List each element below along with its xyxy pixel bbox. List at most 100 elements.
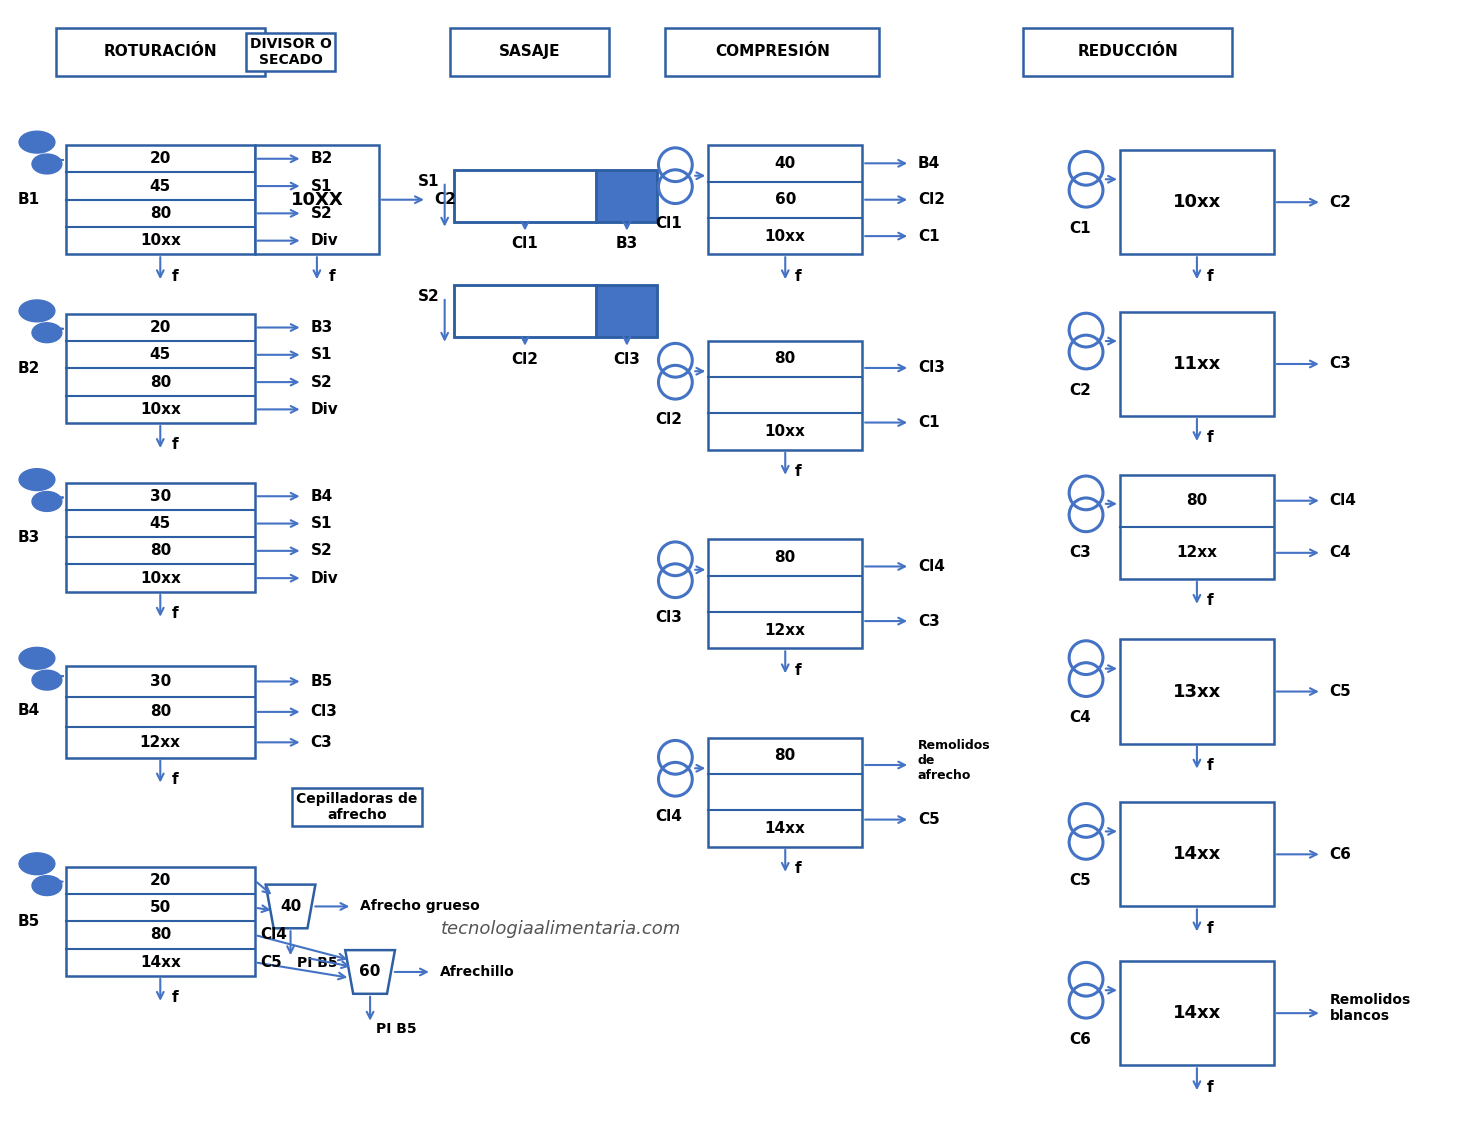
Text: 10xx: 10xx: [764, 424, 806, 440]
FancyBboxPatch shape: [65, 313, 255, 423]
Text: 13xx: 13xx: [1173, 683, 1220, 701]
Text: Afrecho grueso: Afrecho grueso: [360, 899, 480, 914]
Polygon shape: [265, 885, 315, 929]
Text: 10xx: 10xx: [139, 233, 181, 248]
Text: 14xx: 14xx: [764, 822, 806, 836]
Ellipse shape: [19, 853, 55, 875]
FancyBboxPatch shape: [65, 145, 255, 255]
Text: f: f: [795, 464, 801, 479]
Text: 80: 80: [775, 550, 795, 565]
Text: S2: S2: [311, 543, 332, 558]
Text: Div: Div: [311, 233, 338, 248]
Text: 40: 40: [280, 899, 301, 914]
Text: C5: C5: [918, 813, 940, 827]
Text: C3: C3: [1069, 545, 1091, 560]
FancyBboxPatch shape: [65, 482, 255, 592]
FancyBboxPatch shape: [1120, 474, 1274, 579]
Text: f: f: [795, 663, 801, 677]
Text: B5: B5: [311, 674, 333, 689]
Text: C1: C1: [918, 415, 939, 431]
Text: Cl1: Cl1: [655, 216, 681, 231]
Text: SASAJE: SASAJE: [499, 44, 560, 60]
Text: 10XX: 10XX: [290, 190, 344, 208]
Text: Remolidos
blancos: Remolidos blancos: [1330, 993, 1411, 1023]
Text: C2: C2: [1069, 382, 1091, 398]
Text: f: f: [172, 606, 179, 621]
Text: 20: 20: [150, 873, 170, 888]
Text: Cl1: Cl1: [511, 237, 539, 251]
Text: B2: B2: [18, 361, 40, 376]
FancyBboxPatch shape: [708, 145, 862, 255]
Text: B3: B3: [18, 530, 40, 544]
Text: B5: B5: [18, 914, 40, 929]
Text: 12xx: 12xx: [1176, 545, 1217, 560]
Text: f: f: [795, 268, 801, 284]
Ellipse shape: [19, 647, 55, 669]
Text: Cl2: Cl2: [511, 352, 539, 366]
Text: C5: C5: [261, 955, 283, 969]
Text: C4: C4: [1330, 545, 1352, 560]
Text: 20: 20: [150, 320, 170, 335]
Text: S1: S1: [418, 175, 440, 189]
Text: 12xx: 12xx: [764, 623, 806, 638]
Text: 30: 30: [150, 674, 170, 689]
Text: Cl4: Cl4: [1330, 494, 1357, 508]
Text: f: f: [1207, 1080, 1213, 1094]
Text: Cepilladoras de
afrecho: Cepilladoras de afrecho: [296, 792, 418, 823]
Text: Cl4: Cl4: [261, 928, 287, 942]
Ellipse shape: [19, 300, 55, 322]
Text: 80: 80: [150, 543, 170, 558]
Text: 10xx: 10xx: [1173, 193, 1220, 211]
Text: Cl2: Cl2: [918, 193, 945, 207]
Text: B3: B3: [616, 237, 638, 251]
FancyBboxPatch shape: [453, 285, 597, 337]
FancyBboxPatch shape: [1120, 639, 1274, 744]
FancyBboxPatch shape: [255, 145, 379, 255]
Text: Afrechillo: Afrechillo: [440, 965, 514, 979]
FancyBboxPatch shape: [665, 28, 880, 76]
Text: Cl3: Cl3: [918, 361, 945, 375]
Text: f: f: [1207, 431, 1213, 445]
FancyBboxPatch shape: [1120, 802, 1274, 906]
Text: 50: 50: [150, 900, 170, 915]
Text: 14xx: 14xx: [1173, 845, 1220, 863]
Text: S1: S1: [311, 178, 332, 194]
Text: 11xx: 11xx: [1173, 355, 1220, 373]
Text: 30: 30: [150, 489, 170, 504]
Text: f: f: [1207, 268, 1213, 284]
FancyBboxPatch shape: [453, 170, 597, 222]
FancyBboxPatch shape: [1120, 961, 1274, 1065]
Text: C5: C5: [1069, 873, 1091, 888]
Text: tecnologiaalimentaria.com: tecnologiaalimentaria.com: [441, 921, 681, 939]
Text: 80: 80: [775, 748, 795, 763]
Text: Cl3: Cl3: [655, 611, 681, 625]
FancyBboxPatch shape: [1120, 150, 1274, 255]
Text: DIVISOR O
SECADO: DIVISOR O SECADO: [250, 37, 332, 66]
Text: Cl3: Cl3: [311, 704, 338, 719]
Text: C2: C2: [435, 193, 456, 207]
Text: C5: C5: [1330, 684, 1352, 699]
Text: C3: C3: [311, 735, 332, 749]
Text: 80: 80: [775, 352, 795, 366]
Text: PI B5: PI B5: [376, 1021, 416, 1036]
Text: 60: 60: [360, 965, 381, 979]
Ellipse shape: [33, 322, 62, 343]
Text: B4: B4: [311, 489, 333, 504]
Text: 10xx: 10xx: [764, 229, 806, 243]
Text: COMPRESIÓN: COMPRESIÓN: [715, 44, 829, 60]
Text: 80: 80: [150, 704, 170, 719]
Text: 60: 60: [775, 193, 795, 207]
Text: Cl4: Cl4: [918, 559, 945, 574]
FancyBboxPatch shape: [1120, 312, 1274, 416]
Polygon shape: [345, 950, 395, 994]
Text: C2: C2: [1330, 195, 1352, 210]
Text: Div: Div: [311, 570, 338, 586]
Text: 40: 40: [775, 156, 795, 171]
FancyBboxPatch shape: [65, 867, 255, 976]
Text: Cl3: Cl3: [613, 352, 640, 366]
Text: 45: 45: [150, 516, 170, 531]
Text: f: f: [329, 268, 336, 284]
Text: S2: S2: [311, 374, 332, 390]
Text: f: f: [795, 861, 801, 876]
Text: C3: C3: [1330, 356, 1352, 372]
